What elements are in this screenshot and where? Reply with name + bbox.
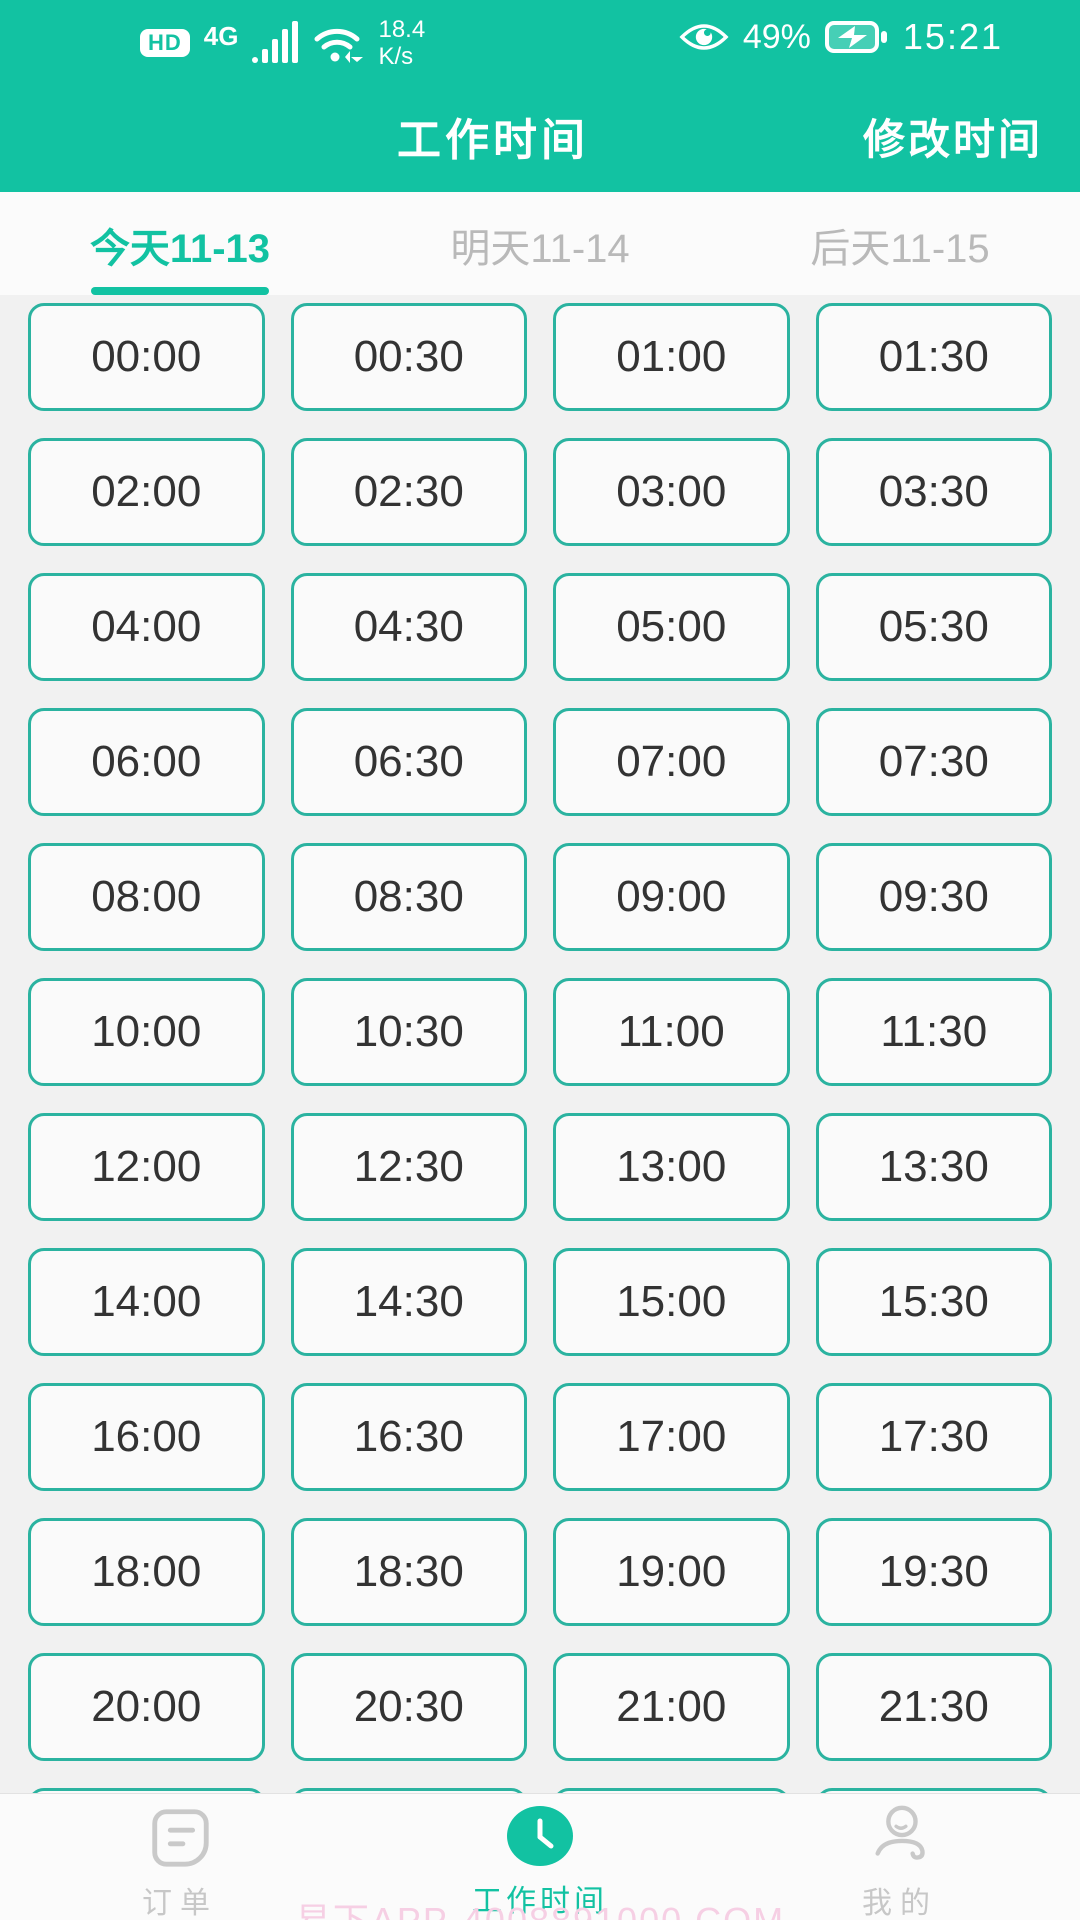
time-slot-button[interactable]: 13:00 [553,1113,790,1221]
time-slot-button[interactable]: 01:00 [553,303,790,411]
time-slot-button[interactable]: 12:00 [28,1113,265,1221]
nav-item-work-time[interactable]: 工作时间 [360,1794,720,1920]
time-slot-button[interactable]: 16:00 [28,1383,265,1491]
tab-tomorrow-label: 明天11-14 [450,227,630,271]
time-slot-button[interactable]: 06:30 [290,708,527,816]
network-type-label: 4G [203,20,239,51]
time-slot-button[interactable]: 04:00 [28,573,265,681]
clock-time-label: 15:21 [902,16,1003,57]
tab-today[interactable]: 今天11-13 [0,192,360,295]
signal-strength-icon [252,21,299,63]
time-slot-button[interactable]: 09:30 [815,843,1052,951]
eye-protection-icon [679,24,729,50]
time-slot-button[interactable]: 15:00 [553,1248,790,1356]
time-slot-grid: 00:00 00:30 01:00 01:30 02:00 02:30 03:00 03:30… [0,295,1080,1793]
tab-today-label: 今天11-13 [89,227,271,271]
time-slot-button[interactable]: 19:30 [815,1518,1052,1626]
wifi-icon [314,28,364,63]
nav-item-mine[interactable]: 我的 [720,1794,1080,1920]
time-slot-button[interactable]: 01:30 [815,303,1052,411]
time-slot-button[interactable]: 07:00 [553,708,790,816]
time-slot-button[interactable]: 00:00 [28,303,265,411]
time-slot-button[interactable]: 06:00 [28,708,265,816]
network-speed: 18.4 K/s [378,16,426,70]
time-slot-button[interactable]: 10:00 [28,978,265,1086]
status-right-cluster: 49% 15:21 [679,16,1003,58]
time-slot-button[interactable]: 05:30 [815,573,1052,681]
time-slot-button[interactable]: 21:00 [553,1653,790,1761]
time-slot-button[interactable]: 21:30 [815,1653,1052,1761]
time-slot-button[interactable]: 08:00 [28,843,265,951]
time-slot-button[interactable]: 14:00 [28,1248,265,1356]
time-slot-button[interactable]: 13:30 [815,1113,1052,1221]
time-slot-button[interactable]: 20:00 [28,1653,265,1761]
time-slot-button[interactable]: 17:00 [553,1383,790,1491]
modify-time-button[interactable]: 修改时间 [863,106,1043,167]
time-slot-button[interactable]: 14:30 [290,1248,527,1356]
time-slot-button[interactable]: 00:30 [290,303,527,411]
time-slot-button[interactable]: 04:30 [290,573,527,681]
tab-day-after[interactable]: 后天11-15 [720,192,1080,295]
status-bar: HD 4G 18.4 K/s 49% [0,0,1080,70]
time-slot-button[interactable]: 03:00 [553,438,790,546]
nav-item-orders[interactable]: 订单 [0,1794,360,1920]
nav-work-time-label: 工作时间 [472,1885,608,1918]
time-slot-button[interactable]: 18:00 [28,1518,265,1626]
active-tab-underline [91,287,269,295]
time-slot-scroll-area[interactable]: 00:00 00:30 01:00 01:30 02:00 02:30 03:00 03:30… [0,295,1080,1793]
hd-badge-icon: HD [140,29,190,57]
time-slot-button[interactable]: 16:30 [290,1383,527,1491]
time-slot-button[interactable]: 05:00 [553,573,790,681]
time-slot-button[interactable]: 10:30 [290,978,527,1086]
battery-percent-label: 49% [742,17,811,56]
date-tabbar: 今天11-13 明天11-14 后天11-15 [0,192,1080,295]
clock-icon [507,1806,573,1866]
time-slot-button[interactable]: 03:30 [815,438,1052,546]
bottom-navbar: 订单 工作时间 我的 [0,1793,1080,1920]
tab-tomorrow[interactable]: 明天11-14 [360,192,720,295]
time-slot-button[interactable]: 07:30 [815,708,1052,816]
time-slot-button[interactable]: 20:30 [290,1653,527,1761]
nav-mine-label: 我的 [862,1887,938,1920]
time-slot-button[interactable]: 02:00 [28,438,265,546]
nav-orders-label: 订单 [142,1887,218,1920]
app-header: HD 4G 18.4 K/s 49% [0,0,1080,192]
status-left-cluster: HD 4G 18.4 K/s [140,16,425,70]
battery-charging-icon [824,21,887,53]
time-slot-button[interactable]: 08:30 [290,843,527,951]
time-slot-button[interactable]: 15:30 [815,1248,1052,1356]
time-slot-button[interactable]: 12:30 [290,1113,527,1221]
time-slot-button[interactable]: 19:00 [553,1518,790,1626]
page-title: 工作时间 [397,116,589,165]
tab-day-after-label: 后天11-15 [810,227,990,271]
order-receipt-icon [146,1804,214,1870]
time-slot-button[interactable]: 18:30 [290,1518,527,1626]
time-slot-button[interactable]: 17:30 [815,1383,1052,1491]
time-slot-button[interactable]: 09:00 [553,843,790,951]
time-slot-button[interactable]: 02:30 [290,438,527,546]
time-slot-button[interactable]: 11:30 [815,978,1052,1086]
user-icon [866,1804,934,1870]
time-slot-button[interactable]: 11:00 [553,978,790,1086]
